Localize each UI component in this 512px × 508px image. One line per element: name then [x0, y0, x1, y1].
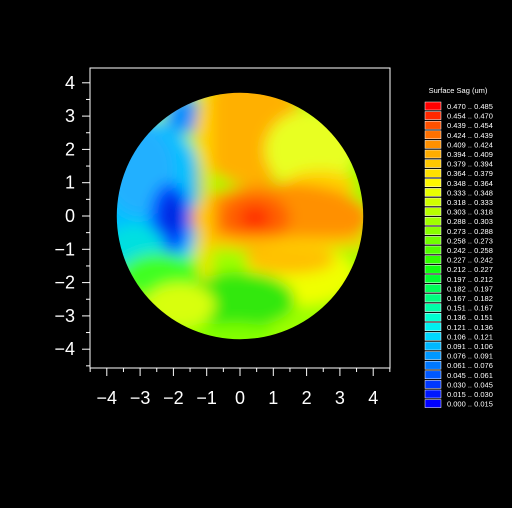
surface-map	[116, 92, 364, 340]
legend-swatch	[424, 245, 442, 255]
legend-label: 0.288 .. 0.303	[447, 217, 493, 226]
y-tick-label: 1	[65, 173, 75, 193]
y-tick-label: −1	[54, 239, 75, 259]
legend-swatch	[424, 341, 442, 351]
legend-swatch	[424, 207, 442, 216]
peak-core	[240, 206, 270, 230]
legend-swatch	[424, 399, 442, 408]
legend-label: 0.379 .. 0.394	[447, 160, 493, 169]
legend-label: 0.273 .. 0.288	[447, 227, 493, 236]
legend-swatch	[424, 332, 442, 341]
legend-swatch	[424, 101, 442, 111]
legend-swatch	[424, 216, 442, 226]
legend-label: 0.076 .. 0.091	[447, 352, 493, 361]
legend-swatch	[424, 140, 442, 149]
legend-swatch	[424, 236, 442, 245]
x-tick-label: 0	[235, 388, 245, 408]
legend-swatch	[424, 274, 442, 284]
legend-label: 0.303 .. 0.318	[447, 208, 493, 217]
legend-swatch	[424, 159, 442, 168]
legend-label: 0.167 .. 0.182	[447, 294, 493, 303]
legend-title: Surface Sag (um)	[429, 86, 488, 95]
x-tick-label: 4	[368, 388, 378, 408]
legend-label: 0.258 .. 0.273	[447, 236, 493, 245]
legend-label: 0.106 .. 0.121	[447, 332, 493, 341]
y-tick-label: 3	[65, 106, 75, 126]
x-tick-label: 3	[335, 388, 345, 408]
x-tick-label: −4	[97, 388, 118, 408]
legend-label: 0.318 .. 0.333	[447, 198, 493, 207]
legend-swatch	[424, 168, 442, 178]
y-tick-label: 0	[65, 206, 75, 226]
legend-swatch	[424, 197, 442, 207]
legend-label: 0.242 .. 0.258	[447, 246, 493, 255]
legend-label: 0.182 .. 0.197	[447, 284, 493, 293]
legend-label: 0.000 .. 0.015	[447, 400, 493, 409]
x-axis: −4 −3 −2 −1 0 1 2 3 4	[89, 368, 391, 408]
legend-swatch	[424, 130, 442, 140]
legend-label: 0.364 .. 0.379	[447, 169, 493, 178]
legend-label: 0.227 .. 0.242	[447, 256, 493, 265]
legend-label: 0.454 .. 0.470	[447, 112, 493, 121]
legend-label: 0.061 .. 0.076	[447, 361, 493, 370]
legend-swatch	[424, 178, 442, 188]
y-tick-label: −3	[54, 306, 75, 326]
x-tick-label: −2	[163, 388, 184, 408]
legend-label: 0.091 .. 0.106	[447, 342, 493, 351]
legend-swatch	[424, 188, 442, 197]
x-tick-label: −3	[130, 388, 151, 408]
legend-swatch	[424, 264, 442, 274]
legend-label: 0.045 .. 0.061	[447, 371, 493, 380]
legend-label: 0.136 .. 0.151	[447, 313, 493, 322]
legend-swatch	[424, 255, 442, 264]
legend-label: 0.424 .. 0.439	[447, 131, 493, 140]
legend-swatch	[424, 380, 442, 389]
legend-label: 0.439 .. 0.454	[447, 121, 493, 130]
x-tick-label: −1	[196, 388, 217, 408]
horizontal-ridge	[195, 232, 364, 254]
x-tick-label: 1	[268, 388, 278, 408]
region-bottom-left-yellow	[145, 283, 215, 327]
legend-label: 0.121 .. 0.136	[447, 323, 493, 332]
region-bottom-green	[185, 272, 295, 328]
legend-swatch	[424, 389, 442, 399]
legend-swatch	[424, 111, 442, 120]
legend-swatch	[424, 312, 442, 322]
x-tick-label: 2	[302, 388, 312, 408]
y-tick-label: −2	[54, 273, 75, 293]
legend-swatch	[424, 303, 442, 312]
legend-swatch	[424, 293, 442, 303]
legend-swatch	[424, 360, 442, 370]
legend-swatch	[424, 284, 442, 293]
region-bottom-edge	[195, 323, 275, 340]
legend-label: 0.151 .. 0.167	[447, 304, 493, 313]
legend-swatch	[424, 149, 442, 159]
y-tick-label: −4	[54, 339, 75, 359]
y-tick-label: 2	[65, 139, 75, 159]
valley-core	[162, 195, 182, 235]
legend-label: 0.470 .. 0.485	[447, 102, 493, 111]
legend-label: 0.197 .. 0.212	[447, 275, 493, 284]
legend-label: 0.409 .. 0.424	[447, 140, 493, 149]
legend-swatch	[424, 120, 442, 130]
legend-label: 0.030 .. 0.045	[447, 380, 493, 389]
y-axis: 4 3 2 1 0 −1 −2 −3 −4	[54, 73, 90, 367]
legend-swatch	[424, 322, 442, 332]
legend-swatch	[424, 351, 442, 360]
legend-label: 0.212 .. 0.227	[447, 265, 493, 274]
legend-swatch	[424, 370, 442, 380]
legend-label: 0.394 .. 0.409	[447, 150, 493, 159]
legend-label: 0.333 .. 0.348	[447, 188, 493, 197]
legend-swatch	[424, 226, 442, 236]
legend-label: 0.348 .. 0.364	[447, 179, 493, 188]
legend-label: 0.015 .. 0.030	[447, 390, 493, 399]
y-tick-label: 4	[65, 73, 75, 93]
